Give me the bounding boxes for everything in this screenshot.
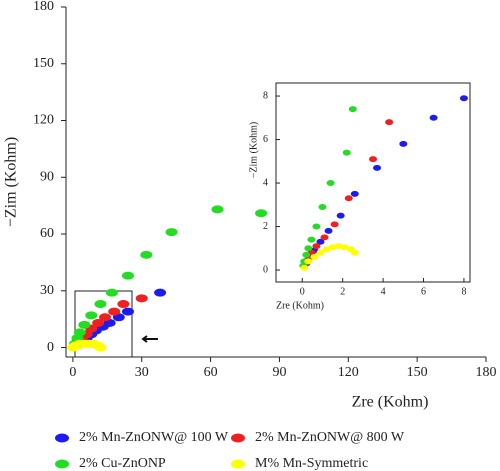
marker <box>320 234 329 241</box>
marker <box>121 307 134 316</box>
marker <box>300 264 309 271</box>
legend-label: 2% Mn-ZnONW@ 100 W <box>79 430 229 445</box>
marker <box>211 205 224 214</box>
x-tick-label: 180 <box>476 365 497 380</box>
marker <box>99 313 112 322</box>
y-tick-label: 8 <box>263 90 268 101</box>
marker <box>140 250 153 259</box>
y-tick-label: 30 <box>40 283 54 298</box>
x-tick-label: 0 <box>300 286 305 297</box>
marker <box>302 251 311 258</box>
marker <box>326 180 335 187</box>
marker <box>316 249 325 256</box>
marker <box>117 300 130 309</box>
legend-marker <box>231 459 245 469</box>
x-tick-label: 30 <box>135 365 149 380</box>
marker <box>350 190 359 197</box>
y-tick-label: 0 <box>47 340 54 355</box>
legend-marker <box>231 433 245 443</box>
marker <box>342 149 351 156</box>
marker <box>336 212 345 219</box>
marker <box>334 243 343 250</box>
legend-label: M% Mn-Symmetric <box>255 456 368 471</box>
marker <box>373 164 382 171</box>
marker <box>348 106 357 113</box>
x-tick-label: 2 <box>340 286 345 297</box>
y-tick-label: 150 <box>33 56 54 71</box>
marker <box>344 195 353 202</box>
marker <box>385 119 394 126</box>
y-axis-label: −Zim (Kohm) <box>248 122 259 178</box>
x-tick-label: 8 <box>461 286 466 297</box>
marker <box>121 271 134 280</box>
marker <box>429 114 438 121</box>
x-axis-label: Zre (Kohm) <box>352 394 429 411</box>
marker <box>318 203 327 210</box>
y-tick-label: 2 <box>263 221 268 232</box>
marker <box>340 244 349 251</box>
y-tick-label: 90 <box>40 169 54 184</box>
y-tick-label: 6 <box>263 134 268 145</box>
marker <box>310 253 319 260</box>
marker <box>73 328 86 337</box>
marker <box>304 245 313 252</box>
x-tick-label: 120 <box>338 365 359 380</box>
marker <box>328 244 337 251</box>
marker <box>105 288 118 297</box>
x-axis-label: Zre (Kohm) <box>276 300 324 311</box>
x-tick-label: 150 <box>407 365 428 380</box>
y-tick-label: 120 <box>33 113 54 128</box>
marker <box>316 238 325 245</box>
marker <box>255 209 268 218</box>
arrow <box>141 335 158 343</box>
marker <box>165 228 178 237</box>
y-tick-label: 0 <box>263 264 268 275</box>
marker <box>369 156 377 163</box>
legend-label: 2% Mn-ZnONW@ 800 W <box>255 430 405 445</box>
marker <box>330 221 339 228</box>
marker <box>78 320 91 329</box>
marker <box>85 311 98 320</box>
marker <box>154 288 167 297</box>
marker <box>94 300 107 309</box>
y-tick-label: 60 <box>40 226 54 241</box>
marker <box>322 246 331 253</box>
y-axis-label: −Zim (Kohm) <box>3 137 20 227</box>
marker <box>399 140 408 147</box>
x-tick-label: 60 <box>204 365 218 380</box>
x-tick-label: 0 <box>69 365 76 380</box>
marker <box>135 294 148 303</box>
marker <box>94 343 107 352</box>
marker <box>312 243 321 250</box>
y-tick-label: 4 <box>263 177 268 188</box>
marker <box>307 236 316 243</box>
marker <box>459 95 468 102</box>
marker <box>108 307 121 316</box>
legend-marker <box>55 433 69 443</box>
marker <box>92 318 105 327</box>
x-tick-label: 6 <box>421 286 426 297</box>
marker <box>350 249 359 256</box>
legend-label: 2% Cu-ZnONP <box>79 456 166 471</box>
legend-marker <box>55 459 69 469</box>
x-tick-label: 90 <box>272 365 286 380</box>
y-tick-label: 180 <box>33 0 54 14</box>
marker <box>324 227 333 234</box>
marker <box>304 258 313 265</box>
x-tick-label: 4 <box>381 286 386 297</box>
marker <box>312 223 321 230</box>
